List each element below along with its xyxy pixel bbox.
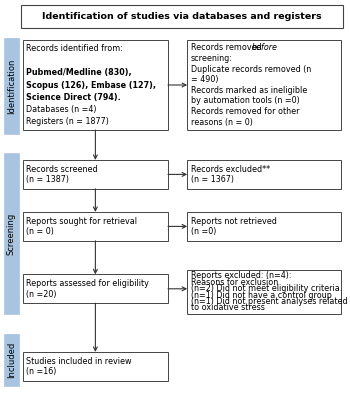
Text: (n = 1387): (n = 1387) [26,175,69,184]
Text: (n = 0): (n = 0) [26,227,54,236]
Text: Records excluded**: Records excluded** [191,165,270,174]
Text: Reports sought for retrieval: Reports sought for retrieval [26,217,137,226]
Text: Reports excluded: (n=4):: Reports excluded: (n=4): [191,272,291,280]
FancyBboxPatch shape [187,40,341,130]
Text: Identification of studies via databases and registers: Identification of studies via databases … [42,12,322,21]
Text: reasons (n = 0): reasons (n = 0) [191,118,253,127]
FancyBboxPatch shape [4,38,19,134]
Text: Records screened: Records screened [26,165,98,174]
Text: Records identified from:: Records identified from: [26,44,123,53]
FancyBboxPatch shape [23,274,168,303]
FancyBboxPatch shape [23,212,168,241]
Text: Registers (n = 1877): Registers (n = 1877) [26,117,109,126]
Text: (n=2) Did not meet eligibility criteria.: (n=2) Did not meet eligibility criteria. [191,284,342,293]
Text: (n =16): (n =16) [26,367,57,376]
Text: screening:: screening: [191,54,233,63]
Text: Databases (n =4): Databases (n =4) [26,105,97,114]
Text: Identification: Identification [7,58,16,114]
Text: Records removed for other: Records removed for other [191,107,299,116]
FancyBboxPatch shape [187,212,341,241]
Text: (n=1) Did not have a control group: (n=1) Did not have a control group [191,291,332,300]
Text: Screening: Screening [7,212,16,254]
Text: (n =20): (n =20) [26,290,57,298]
FancyBboxPatch shape [187,160,341,189]
FancyBboxPatch shape [23,160,168,189]
Text: Included: Included [7,342,16,378]
Text: Science Direct (794).: Science Direct (794). [26,93,121,102]
Text: Records marked as ineligible: Records marked as ineligible [191,86,307,95]
Text: (n =0): (n =0) [191,227,216,236]
Text: by automation tools (n =0): by automation tools (n =0) [191,96,300,106]
Text: to oxidative stress: to oxidative stress [191,304,265,312]
Text: (n=1) Did not present analyses related: (n=1) Did not present analyses related [191,297,347,306]
Text: Reports assessed for eligibility: Reports assessed for eligibility [26,279,149,288]
FancyBboxPatch shape [21,5,343,28]
Text: Pubmed/Medline (830),: Pubmed/Medline (830), [26,68,132,77]
FancyBboxPatch shape [23,40,168,130]
Text: Reasons for exclusion: Reasons for exclusion [191,278,278,287]
Text: Duplicate records removed (n: Duplicate records removed (n [191,64,311,74]
Text: (n = 1367): (n = 1367) [191,175,234,184]
Text: Studies included in review: Studies included in review [26,357,132,366]
Text: = 490): = 490) [191,75,218,84]
FancyBboxPatch shape [4,153,19,314]
FancyBboxPatch shape [4,334,19,386]
Text: before: before [252,43,278,52]
Text: Records removed: Records removed [191,43,264,52]
Text: Reports not retrieved: Reports not retrieved [191,217,276,226]
FancyBboxPatch shape [187,270,341,314]
FancyBboxPatch shape [23,352,168,381]
Text: Scopus (126), Embase (127),: Scopus (126), Embase (127), [26,80,156,90]
